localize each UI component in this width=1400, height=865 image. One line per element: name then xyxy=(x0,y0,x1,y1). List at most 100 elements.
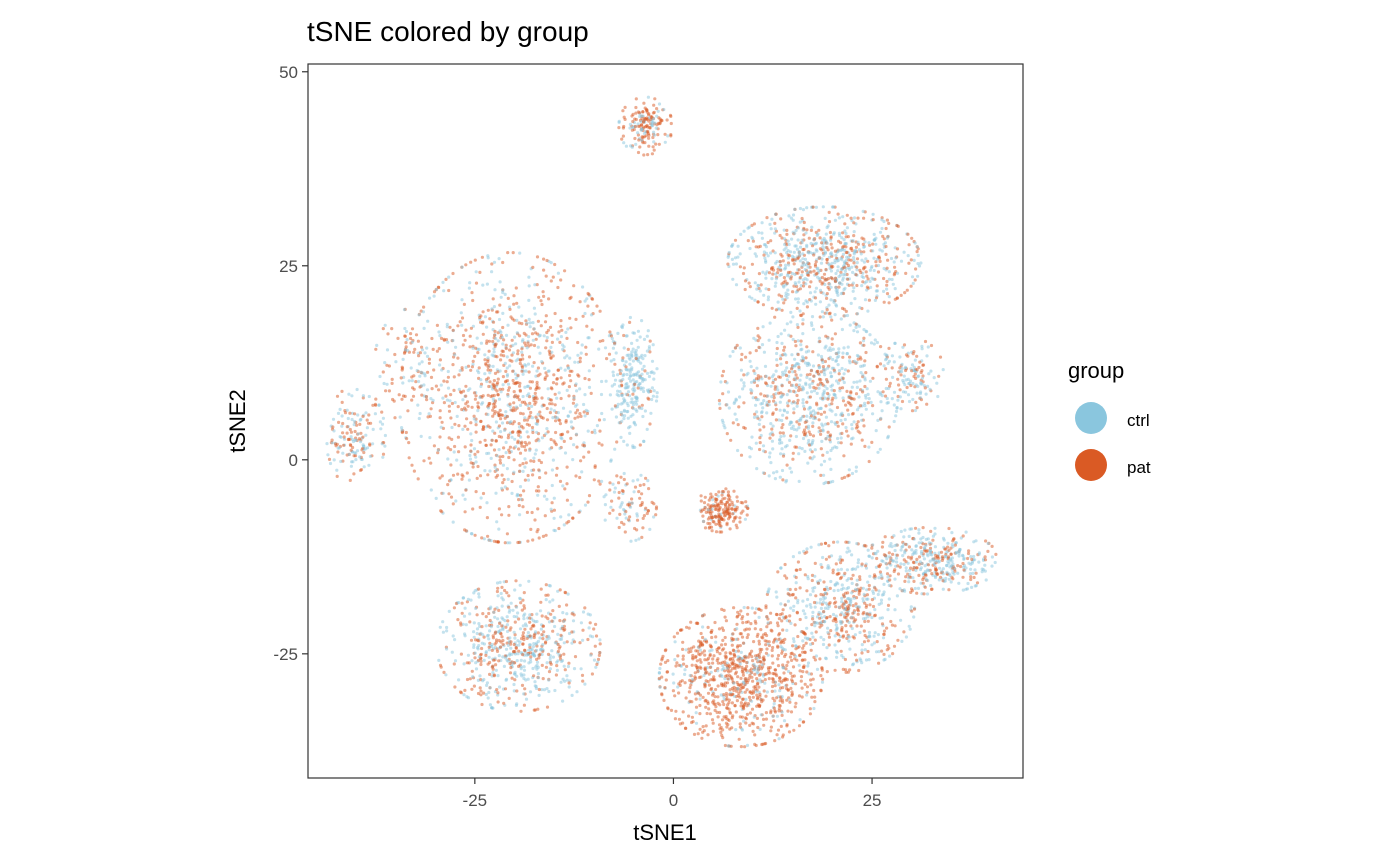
scatter-point-pat xyxy=(374,397,378,401)
scatter-point-ctrl xyxy=(438,363,442,367)
scatter-point-ctrl xyxy=(486,412,490,417)
scatter-point-pat xyxy=(608,511,612,515)
scatter-point-ctrl xyxy=(497,397,502,401)
scatter-point-ctrl xyxy=(419,384,423,388)
scatter-point-ctrl xyxy=(896,398,900,402)
scatter-point-pat xyxy=(763,639,767,643)
scatter-point-pat xyxy=(481,394,485,398)
scatter-point-ctrl xyxy=(736,448,740,453)
scatter-point-ctrl xyxy=(514,359,518,363)
scatter-point-pat xyxy=(503,416,507,420)
scatter-point-pat xyxy=(493,399,498,403)
scatter-point-ctrl xyxy=(824,437,828,441)
scatter-point-ctrl xyxy=(875,340,880,345)
scatter-point-pat xyxy=(464,529,468,533)
scatter-point-pat xyxy=(791,290,795,294)
scatter-point-ctrl xyxy=(611,370,615,374)
scatter-point-ctrl xyxy=(819,396,823,400)
scatter-point-ctrl xyxy=(420,348,425,352)
scatter-point-ctrl xyxy=(773,227,778,231)
scatter-point-ctrl xyxy=(494,668,498,672)
scatter-point-pat xyxy=(484,362,488,366)
scatter-point-ctrl xyxy=(623,399,627,403)
scatter-point-ctrl xyxy=(632,420,636,424)
scatter-point-pat xyxy=(640,135,644,139)
scatter-point-ctrl xyxy=(401,381,405,385)
scatter-point-pat xyxy=(815,403,819,407)
scatter-point-ctrl xyxy=(553,688,557,693)
scatter-point-ctrl xyxy=(649,411,653,415)
scatter-point-ctrl xyxy=(783,267,787,271)
scatter-point-ctrl xyxy=(425,346,429,350)
scatter-point-pat xyxy=(541,534,546,539)
scatter-point-pat xyxy=(720,530,724,534)
scatter-point-pat xyxy=(707,672,711,676)
scatter-point-pat xyxy=(536,418,540,422)
scatter-point-ctrl xyxy=(781,413,785,417)
scatter-point-ctrl xyxy=(544,432,548,436)
scatter-point-ctrl xyxy=(565,388,569,392)
scatter-point-pat xyxy=(770,648,774,653)
scatter-point-pat xyxy=(476,638,480,642)
scatter-point-ctrl xyxy=(346,416,350,421)
scatter-point-ctrl xyxy=(885,287,889,291)
scatter-point-ctrl xyxy=(502,664,506,669)
scatter-point-pat xyxy=(447,492,451,496)
scatter-point-pat xyxy=(537,489,541,493)
scatter-point-pat xyxy=(525,418,530,422)
scatter-point-ctrl xyxy=(825,450,829,454)
scatter-point-ctrl xyxy=(878,230,883,234)
scatter-point-ctrl xyxy=(807,438,811,443)
scatter-point-pat xyxy=(907,261,911,265)
scatter-point-ctrl xyxy=(381,416,385,420)
scatter-point-pat xyxy=(825,246,829,250)
scatter-point-ctrl xyxy=(492,305,496,309)
scatter-point-ctrl xyxy=(812,416,816,421)
scatter-point-ctrl xyxy=(332,458,336,462)
scatter-point-pat xyxy=(534,415,538,419)
scatter-point-pat xyxy=(534,489,539,493)
scatter-point-pat xyxy=(828,230,833,235)
scatter-point-ctrl xyxy=(871,412,875,416)
scatter-point-ctrl xyxy=(501,311,505,315)
scatter-point-ctrl xyxy=(765,690,770,694)
scatter-point-ctrl xyxy=(798,309,802,313)
scatter-point-ctrl xyxy=(350,417,354,422)
scatter-point-pat xyxy=(469,260,473,264)
scatter-point-pat xyxy=(748,285,752,289)
scatter-point-pat xyxy=(498,621,502,626)
scatter-point-pat xyxy=(803,420,807,424)
scatter-point-ctrl xyxy=(811,327,816,331)
scatter-point-pat xyxy=(640,501,644,505)
scatter-point-ctrl xyxy=(364,411,368,415)
scatter-point-ctrl xyxy=(500,604,504,608)
scatter-point-ctrl xyxy=(842,288,846,292)
scatter-point-pat xyxy=(789,686,793,691)
scatter-point-pat xyxy=(600,443,604,447)
scatter-point-ctrl xyxy=(520,314,524,318)
scatter-point-ctrl xyxy=(515,494,519,498)
scatter-point-ctrl xyxy=(798,259,802,263)
scatter-point-ctrl xyxy=(628,370,632,374)
scatter-point-ctrl xyxy=(447,275,451,279)
scatter-point-pat xyxy=(850,397,854,401)
scatter-point-ctrl xyxy=(919,390,923,394)
scatter-point-pat xyxy=(569,379,573,383)
scatter-point-pat xyxy=(466,404,470,408)
scatter-point-ctrl xyxy=(463,634,467,638)
scatter-point-pat xyxy=(754,245,758,249)
scatter-point-ctrl xyxy=(532,456,536,460)
scatter-point-ctrl xyxy=(653,133,657,137)
scatter-point-ctrl xyxy=(477,595,481,599)
scatter-point-ctrl xyxy=(832,392,836,396)
scatter-point-ctrl xyxy=(636,122,640,126)
scatter-point-ctrl xyxy=(531,338,535,342)
scatter-point-ctrl xyxy=(513,588,517,592)
scatter-point-pat xyxy=(757,345,761,349)
scatter-point-pat xyxy=(866,277,870,281)
scatter-point-pat xyxy=(782,276,787,280)
scatter-point-ctrl xyxy=(825,241,829,245)
scatter-point-ctrl xyxy=(402,308,407,312)
scatter-point-pat xyxy=(769,729,773,733)
scatter-point-ctrl xyxy=(871,249,875,253)
